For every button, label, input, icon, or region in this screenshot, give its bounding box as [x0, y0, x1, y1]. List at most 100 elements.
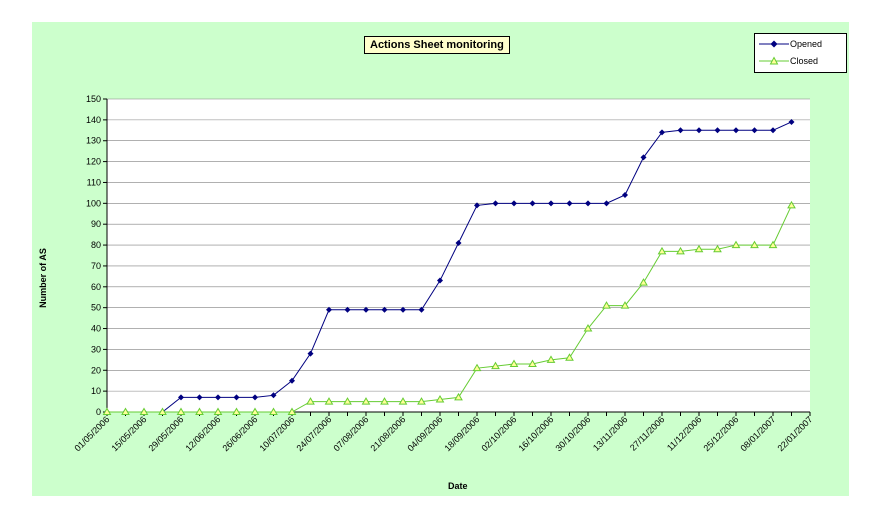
data-point-closed [324, 397, 334, 405]
data-point-closed [528, 359, 537, 368]
data-point-closed [213, 407, 223, 415]
data-point-closed [731, 240, 741, 249]
data-point-closed [472, 363, 482, 372]
data-point-closed [768, 240, 778, 249]
data-point-closed [417, 397, 426, 405]
x-tick-label: 01/05/2006 [72, 414, 111, 453]
x-tick-label: 10/07/2006 [257, 414, 296, 453]
data-point-opened [603, 200, 610, 207]
data-point-closed [139, 407, 149, 415]
x-tick-label: 08/01/2007 [738, 414, 777, 453]
data-point-opened [622, 191, 628, 198]
y-tick-label: 40 [91, 324, 101, 334]
data-point-closed [491, 361, 500, 370]
data-point-opened [696, 127, 702, 134]
x-tick-label: 29/05/2006 [146, 414, 185, 453]
data-point-closed [620, 301, 630, 309]
y-tick-label: 120 [86, 157, 101, 167]
data-point-closed [435, 394, 445, 403]
data-point-closed [676, 246, 685, 255]
x-tick-label: 16/10/2006 [516, 414, 555, 453]
data-point-opened [363, 306, 369, 313]
data-point-opened [511, 200, 517, 207]
data-point-closed [287, 407, 297, 415]
data-point-opened [400, 306, 406, 313]
x-tick-label: 24/07/2006 [294, 414, 333, 453]
data-point-closed [639, 278, 648, 286]
data-point-closed [195, 407, 204, 415]
y-tick-label: 80 [91, 240, 101, 250]
data-point-opened [418, 306, 425, 313]
x-tick-label: 04/09/2006 [405, 414, 444, 453]
data-point-opened [252, 394, 258, 401]
data-point-closed [713, 244, 722, 253]
data-point-opened [474, 202, 480, 209]
data-point-closed [250, 407, 260, 415]
y-tick-label: 130 [86, 136, 101, 146]
data-point-closed [176, 407, 186, 415]
data-point-closed [398, 397, 408, 405]
x-tick-label: 25/12/2006 [701, 414, 740, 453]
x-tick-label: 07/08/2006 [331, 414, 370, 453]
data-point-closed [509, 359, 519, 368]
plot-area [107, 99, 810, 412]
data-point-closed [361, 397, 371, 405]
x-tick-label: 13/11/2006 [591, 414, 629, 452]
data-point-closed [102, 407, 112, 415]
x-tick-label: 11/12/2006 [665, 414, 703, 452]
data-point-opened [233, 394, 240, 401]
opened-legend-marker-icon [759, 40, 789, 48]
data-point-opened [733, 127, 739, 134]
y-tick-label: 60 [91, 282, 101, 292]
y-axis-title: Number of AS [37, 248, 48, 308]
x-axis-title: Date [448, 481, 468, 491]
x-tick-label: 02/10/2006 [479, 414, 518, 453]
legend-label-closed: Closed [790, 56, 819, 66]
data-point-opened [659, 129, 665, 136]
x-tick-label: 21/08/2006 [368, 414, 407, 453]
legend-item-opened: Opened [755, 38, 846, 52]
data-point-opened [677, 127, 684, 134]
y-tick-label: 20 [91, 365, 101, 375]
data-point-opened [751, 127, 758, 134]
line-chart: 0 10 20 30 40 50 60 70 80 90 100 110 120 130 140 150 01/… [72, 94, 814, 453]
legend-item-closed: Closed [755, 55, 846, 69]
x-tick-label: 12/06/2006 [183, 414, 222, 453]
data-point-closed [121, 407, 130, 415]
data-point-closed [602, 301, 611, 309]
closed-legend-marker-icon [759, 56, 789, 65]
data-point-opened [548, 200, 554, 207]
data-point-opened [640, 154, 647, 161]
legend-label-opened: Opened [790, 39, 823, 49]
data-point-closed [787, 200, 796, 209]
y-tick-label: 30 [91, 344, 101, 354]
data-point-closed [583, 324, 593, 332]
data-point-opened [455, 239, 462, 246]
data-point-opened [714, 127, 721, 134]
data-point-opened [326, 306, 332, 313]
data-point-closed [269, 407, 278, 415]
y-tick-label: 90 [91, 219, 101, 229]
series-line-opened [107, 121, 792, 413]
data-point-opened [492, 200, 499, 207]
data-point-closed [380, 397, 389, 405]
x-tick-label: 27/11/2006 [628, 414, 666, 452]
chart-area: 0 10 20 30 40 50 60 70 80 90 100 110 120 130 140 150 01/… [32, 22, 849, 496]
y-tick-label: 10 [91, 386, 101, 396]
data-point-opened [344, 306, 351, 313]
x-tick-label: 22/01/2007 [775, 414, 814, 453]
y-tick-label: 50 [91, 303, 101, 313]
chart-title: Actions Sheet monitoring [364, 36, 510, 54]
data-point-opened [270, 392, 277, 399]
y-tick-label: 100 [86, 198, 101, 208]
data-point-opened [307, 350, 314, 357]
data-point-opened [770, 127, 776, 134]
data-point-opened [215, 394, 221, 401]
x-tick-label: 30/10/2006 [553, 414, 592, 453]
x-tick-label: 15/05/2006 [109, 414, 148, 453]
x-tick-label: 18/09/2006 [442, 414, 481, 453]
data-point-opened [178, 394, 184, 401]
x-tick-label: 26/06/2006 [220, 414, 259, 453]
y-tick-label: 110 [87, 177, 101, 187]
series-line-closed [107, 205, 792, 413]
